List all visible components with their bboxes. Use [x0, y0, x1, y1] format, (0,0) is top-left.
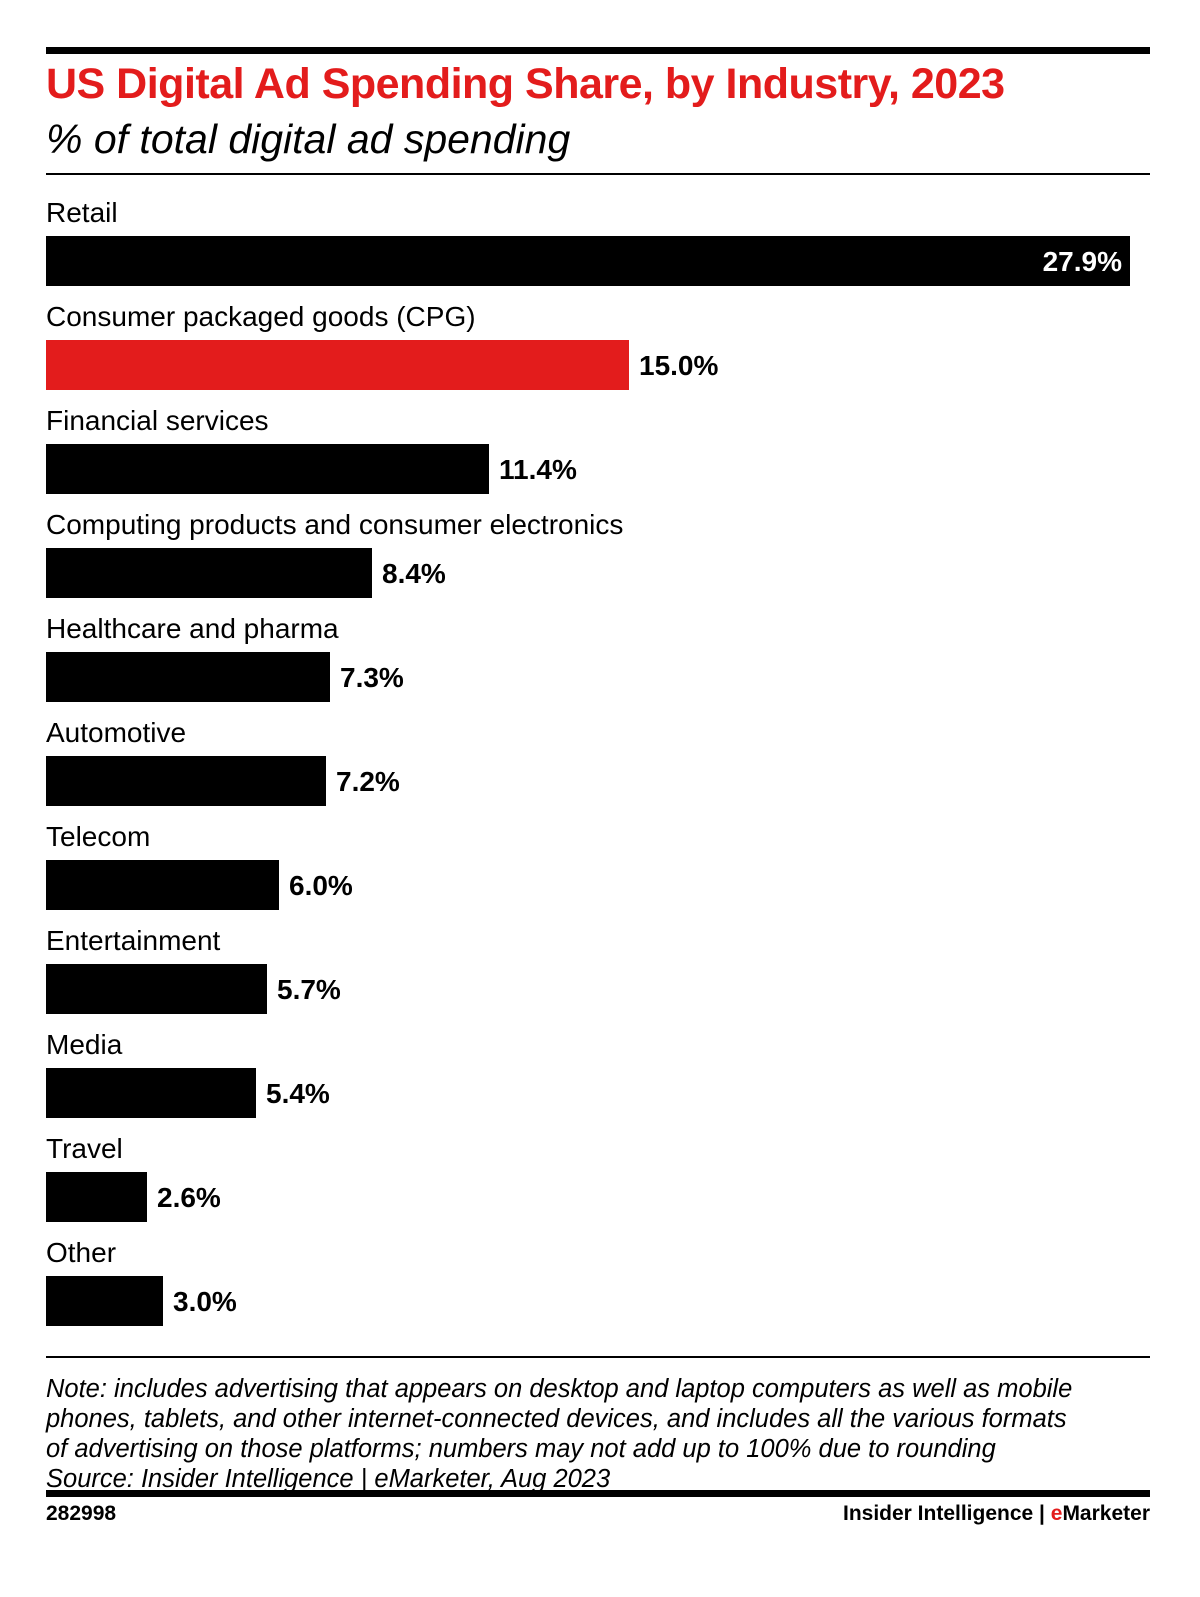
value-label: 5.4%	[266, 1078, 330, 1109]
category-label: Media	[46, 1029, 123, 1060]
brand-secondary-rest: Marketer	[1062, 1502, 1150, 1525]
value-label: 2.6%	[157, 1182, 221, 1213]
header-divider	[46, 173, 1150, 175]
bottom-rule	[46, 1490, 1150, 1497]
value-label: 7.3%	[340, 662, 404, 693]
bar	[46, 444, 489, 494]
bar	[46, 236, 1130, 286]
source-line: Source: Insider Intelligence | eMarketer…	[46, 1465, 611, 1493]
value-label: 27.9%	[1043, 246, 1122, 277]
value-label: 6.0%	[289, 870, 353, 901]
category-label: Entertainment	[46, 925, 221, 956]
category-label: Automotive	[46, 717, 186, 748]
chart-id: 282998	[46, 1502, 117, 1525]
value-label: 7.2%	[336, 766, 400, 797]
bar	[46, 860, 279, 910]
bar	[46, 964, 267, 1014]
value-label: 5.7%	[277, 974, 341, 1005]
category-label: Travel	[46, 1133, 123, 1164]
value-label: 8.4%	[382, 558, 446, 589]
bar	[46, 548, 372, 598]
brand-logo: Insider Intelligence | eMarketer	[843, 1502, 1150, 1526]
value-label: 11.4%	[499, 454, 577, 485]
bar	[46, 652, 330, 702]
bar	[46, 340, 629, 390]
bar-chart: Retail 27.9% Consumer packaged goods (CPG)…	[46, 197, 1130, 1326]
note-line: Note: includes advertising that appears …	[46, 1375, 1073, 1403]
brand-secondary-e: e	[1050, 1502, 1063, 1525]
chart-note: Note: includes advertising that appears …	[46, 1374, 1150, 1494]
category-label: Telecom	[46, 821, 150, 852]
category-label: Other	[46, 1237, 116, 1268]
note-divider	[46, 1356, 1150, 1358]
category-label: Financial services	[46, 405, 269, 436]
note-line: of advertising on those platforms; numbe…	[46, 1435, 996, 1463]
category-label: Healthcare and pharma	[46, 613, 339, 644]
top-rule	[46, 47, 1150, 54]
bar	[46, 1276, 163, 1326]
chart-subtitle: % of total digital ad spending	[46, 116, 571, 162]
category-label: Consumer packaged goods (CPG)	[46, 301, 476, 332]
bar	[46, 756, 326, 806]
value-label: 3.0%	[173, 1286, 237, 1317]
category-label: Computing products and consumer electron…	[46, 509, 623, 540]
category-label: Retail	[46, 197, 118, 228]
value-label: 15.0%	[639, 350, 718, 381]
bar	[46, 1068, 256, 1118]
bar	[46, 1172, 147, 1222]
note-line: phones, tablets, and other internet-conn…	[46, 1405, 1067, 1433]
chart-title: US Digital Ad Spending Share, by Industr…	[46, 60, 1005, 108]
brand-primary: Insider Intelligence |	[842, 1502, 1051, 1525]
